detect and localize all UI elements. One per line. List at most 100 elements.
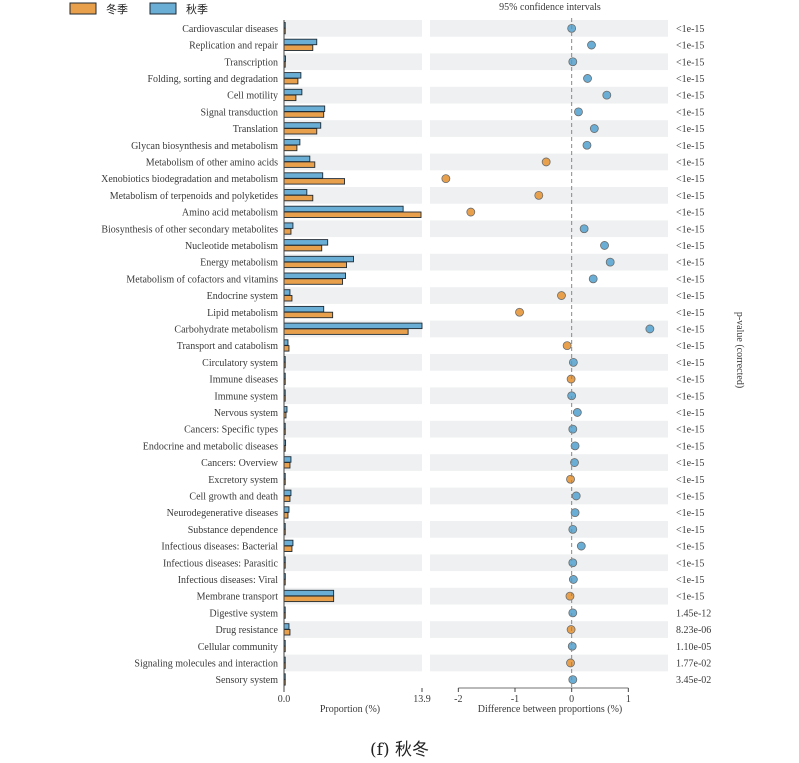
- p-value: <1e-15: [676, 341, 704, 352]
- row-stripe: [430, 187, 668, 204]
- category-label: Cancers: Overview: [201, 458, 279, 469]
- category-label: Nervous system: [214, 408, 278, 419]
- difference-point: [571, 491, 581, 501]
- legend-label: 秋季: [186, 2, 208, 16]
- bar-winter: [283, 244, 323, 252]
- bar-autumn: [283, 189, 308, 196]
- row-stripe: [284, 287, 422, 304]
- p-value: <1e-15: [676, 224, 704, 235]
- bar-winter: [283, 629, 291, 636]
- bar-autumn: [283, 88, 303, 96]
- legend-swatch: [149, 2, 177, 15]
- category-label: Biosynthesis of other secondary metaboli…: [101, 224, 278, 235]
- row-stripe: [430, 120, 668, 137]
- category-label: Carbohydrate metabolism: [174, 324, 278, 335]
- category-label: Membrane transport: [197, 592, 279, 603]
- p-value: <1e-15: [676, 107, 704, 118]
- p-value: <1e-15: [676, 208, 704, 219]
- category-label: Cardiovascular diseases: [182, 24, 278, 35]
- category-label: Metabolism of terpenoids and polyketides: [110, 191, 278, 202]
- bar-autumn: [283, 289, 291, 296]
- category-label: Endocrine system: [207, 291, 279, 302]
- p-value: 1.77e-02: [676, 658, 711, 669]
- category-label: Folding, sorting and degradation: [147, 74, 278, 85]
- row-stripe: [284, 554, 422, 572]
- p-value: 3.45e-02: [676, 675, 711, 686]
- difference-point: [568, 608, 578, 618]
- category-label: Translation: [233, 124, 278, 135]
- category-label: Sensory system: [216, 675, 279, 686]
- difference-point: [466, 207, 476, 217]
- category-label: Signaling molecules and interaction: [134, 658, 278, 669]
- bar-autumn: [283, 322, 423, 330]
- p-value: <1e-15: [676, 408, 704, 419]
- bar-autumn: [283, 305, 325, 313]
- p-value: <1e-15: [676, 458, 704, 469]
- bar-winter: [283, 595, 335, 603]
- category-label: Energy metabolism: [200, 258, 278, 269]
- p-value: <1e-15: [676, 174, 704, 185]
- difference-point: [541, 157, 551, 167]
- difference-point: [568, 524, 578, 534]
- difference-point: [572, 408, 582, 417]
- p-value: <1e-15: [676, 124, 704, 135]
- bar-autumn: [283, 222, 294, 229]
- bar-autumn: [283, 172, 324, 179]
- left-x-tick-label: 13.9: [413, 694, 431, 705]
- category-label: Immune system: [214, 391, 278, 402]
- legend: 冬季 秋季: [69, 2, 208, 16]
- p-value: <1e-15: [676, 41, 704, 52]
- p-value: <1e-15: [676, 491, 704, 502]
- p-value: <1e-15: [676, 542, 704, 553]
- bar-autumn: [283, 489, 292, 497]
- bar-winter: [283, 161, 316, 168]
- row-stripe: [430, 387, 668, 405]
- row-stripe: [430, 354, 668, 371]
- difference-point: [568, 57, 578, 67]
- p-value: <1e-15: [676, 308, 704, 319]
- row-stripe: [430, 220, 668, 238]
- difference-point: [565, 591, 575, 601]
- left-panel: Cardiovascular diseases Replication and r…: [101, 20, 423, 686]
- row-stripe: [430, 86, 668, 104]
- bar-winter: [283, 462, 291, 469]
- legend-swatch: [69, 2, 97, 15]
- row-stripe: [284, 654, 422, 672]
- difference-point: [534, 190, 544, 200]
- category-label: Amino acid metabolism: [182, 208, 278, 219]
- p-value: <1e-15: [676, 74, 704, 85]
- difference-point: [557, 291, 566, 300]
- bar-winter: [283, 194, 314, 202]
- category-label: Signal transduction: [201, 107, 279, 118]
- p-value: <1e-15: [676, 475, 704, 486]
- bar-autumn: [283, 506, 290, 513]
- p-value: <1e-15: [676, 358, 704, 369]
- left-x-axis-label: Proportion (%): [320, 704, 380, 715]
- row-stripe: [284, 387, 422, 405]
- row-stripe: [284, 487, 422, 505]
- p-value: <1e-15: [676, 575, 704, 586]
- bar-winter: [283, 77, 299, 85]
- bar-autumn: [283, 155, 311, 163]
- bar-autumn: [283, 589, 335, 597]
- bar-winter: [283, 261, 347, 269]
- row-stripe: [430, 554, 668, 572]
- difference-point: [574, 107, 583, 117]
- right-x-axis-label: Difference between proportions (%): [478, 704, 622, 715]
- row-stripe: [284, 621, 422, 638]
- bar-winter: [283, 545, 293, 552]
- p-value: <1e-15: [676, 191, 704, 202]
- row-stripe: [284, 20, 422, 37]
- right-panel: <1e-15 <1e-15 <1e-15 <1e-15 <1e-15 <1e-15 <1e-…: [430, 20, 711, 686]
- difference-point: [587, 40, 596, 50]
- bar-winter: [283, 144, 298, 152]
- bar-winter: [283, 295, 293, 302]
- difference-point: [566, 658, 575, 668]
- legend-label: 冬季: [106, 2, 128, 16]
- category-label: Cancers: Specific types: [184, 425, 278, 436]
- difference-point: [568, 558, 578, 568]
- bar-winter: [283, 512, 289, 519]
- row-stripe: [430, 420, 668, 438]
- p-value-axis-label: p-value (corrected): [734, 312, 745, 388]
- bar-autumn: [283, 255, 354, 263]
